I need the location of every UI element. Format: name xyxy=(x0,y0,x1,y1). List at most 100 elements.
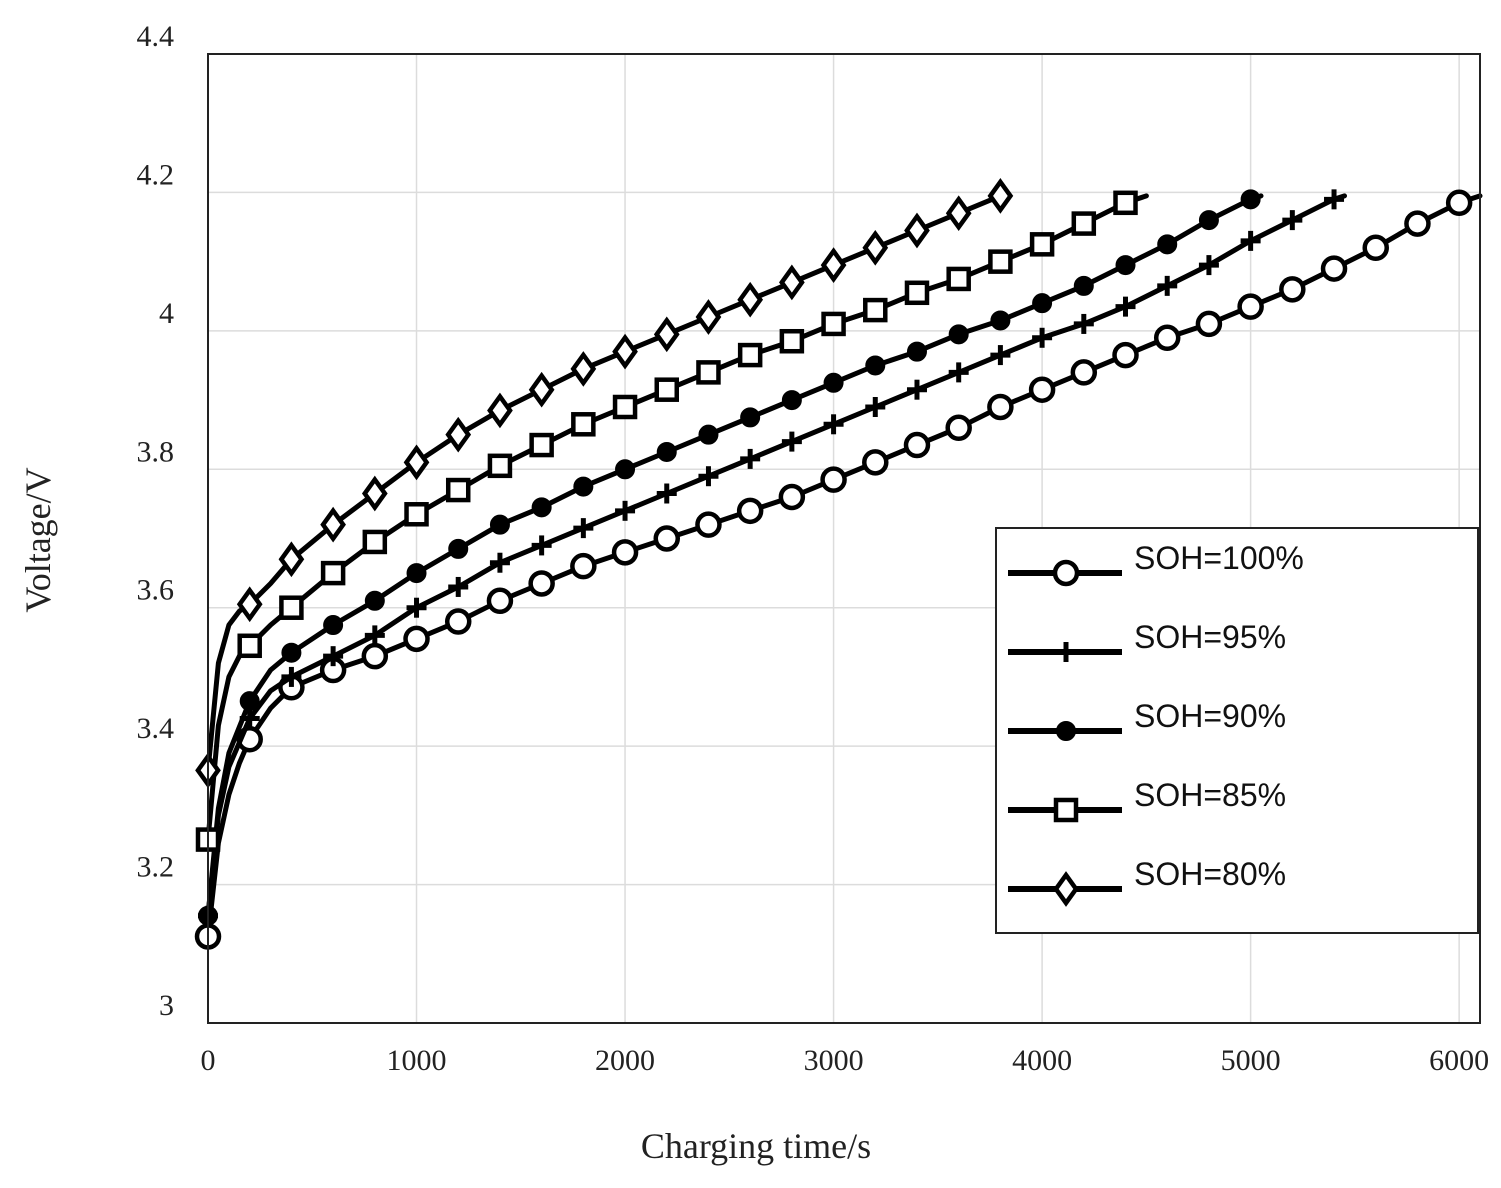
data-point xyxy=(448,576,469,597)
data-point xyxy=(529,432,554,458)
data-point xyxy=(406,563,427,584)
data-point xyxy=(361,642,389,670)
data-point xyxy=(695,511,722,538)
legend-entry: SOH=90% xyxy=(1008,698,1286,741)
data-point xyxy=(1053,797,1079,823)
data-point xyxy=(573,518,594,539)
data-point xyxy=(487,453,513,479)
data-point xyxy=(1052,559,1080,587)
data-point xyxy=(364,590,385,611)
data-point xyxy=(1153,324,1181,352)
data-point xyxy=(862,229,889,266)
data-point xyxy=(740,407,761,428)
data-point xyxy=(820,247,847,283)
data-point xyxy=(281,666,302,687)
y-tick-label: 3 xyxy=(159,989,174,1022)
data-point xyxy=(323,646,344,667)
data-point xyxy=(1157,275,1178,296)
y-tick-label: 4.4 xyxy=(137,20,175,53)
x-tick-label: 4000 xyxy=(1012,1044,1072,1077)
data-point xyxy=(1445,189,1473,217)
y-tick-label: 3.6 xyxy=(137,574,175,607)
legend: SOH=100% SOH=95% SOH=90% SOH=85% SOH=80% xyxy=(995,527,1479,934)
data-point xyxy=(281,642,302,663)
data-point xyxy=(737,342,763,368)
data-point xyxy=(1056,721,1076,741)
legend-entry: SOH=100% xyxy=(1008,540,1304,587)
data-point xyxy=(612,394,638,420)
y-tick-label: 4.2 xyxy=(137,158,175,191)
data-point xyxy=(904,280,930,306)
data-point xyxy=(698,466,719,487)
data-point xyxy=(990,310,1011,331)
data-point xyxy=(1198,255,1219,276)
data-point xyxy=(1112,341,1139,369)
data-point xyxy=(863,297,888,323)
data-point xyxy=(1157,234,1178,255)
data-point xyxy=(1070,359,1098,386)
data-point xyxy=(779,328,805,354)
data-point xyxy=(404,502,429,527)
data-point xyxy=(362,529,388,555)
data-point xyxy=(1073,313,1094,334)
series-layer xyxy=(194,178,1483,950)
data-point xyxy=(778,483,806,511)
data-point xyxy=(236,586,263,623)
legend-label: SOH=90% xyxy=(1134,698,1286,734)
legend-label: SOH=85% xyxy=(1134,777,1286,813)
series-SOH=80% xyxy=(195,178,1014,789)
data-point xyxy=(904,212,930,249)
data-point xyxy=(945,414,972,442)
data-point xyxy=(361,475,388,512)
legend-label: SOH=95% xyxy=(1134,619,1286,655)
data-point xyxy=(486,587,514,615)
data-point xyxy=(320,560,346,586)
data-point xyxy=(1198,210,1219,231)
data-point xyxy=(570,351,597,387)
data-point xyxy=(946,266,971,292)
legend-entry: SOH=80% xyxy=(1008,856,1286,907)
x-tick-labels: 0 1000 2000 3000 4000 5000 6000 xyxy=(201,1044,1490,1077)
data-point xyxy=(906,341,927,362)
x-tick-label: 2000 xyxy=(595,1044,655,1077)
data-point xyxy=(698,424,719,445)
legend-label: SOH=80% xyxy=(1134,856,1286,892)
data-point xyxy=(364,625,385,646)
data-point xyxy=(448,538,469,559)
data-point xyxy=(987,178,1014,214)
data-point xyxy=(906,379,927,400)
data-point xyxy=(821,311,846,337)
data-point xyxy=(987,393,1014,421)
data-point xyxy=(323,615,344,636)
data-point xyxy=(1279,276,1306,303)
data-point xyxy=(990,345,1011,366)
data-point xyxy=(740,448,761,469)
data-point xyxy=(1324,189,1345,210)
data-point xyxy=(696,360,721,385)
data-point xyxy=(1240,230,1261,251)
data-point xyxy=(653,316,680,353)
data-point xyxy=(1195,310,1223,338)
data-point xyxy=(279,595,304,620)
legend-label: SOH=100% xyxy=(1134,540,1304,576)
data-point xyxy=(823,372,844,393)
data-point xyxy=(528,570,555,597)
data-point xyxy=(948,362,969,383)
data-point xyxy=(445,416,472,453)
y-tick-label: 4 xyxy=(159,297,174,330)
data-point xyxy=(779,264,805,301)
x-tick-label: 6000 xyxy=(1429,1044,1489,1077)
data-point xyxy=(1115,296,1136,317)
x-tick-label: 1000 xyxy=(387,1044,447,1077)
x-tick-label: 0 xyxy=(201,1044,216,1077)
x-tick-label: 5000 xyxy=(1221,1044,1281,1077)
series-SOH=95% xyxy=(198,189,1347,926)
data-point xyxy=(531,497,552,518)
series-SOH=100% xyxy=(194,189,1483,950)
data-point xyxy=(403,444,430,481)
data-point xyxy=(1240,189,1261,210)
y-axis-label: Voltage/V xyxy=(18,467,58,612)
data-point xyxy=(278,541,305,578)
series-line xyxy=(205,193,1347,919)
data-point xyxy=(320,506,346,543)
